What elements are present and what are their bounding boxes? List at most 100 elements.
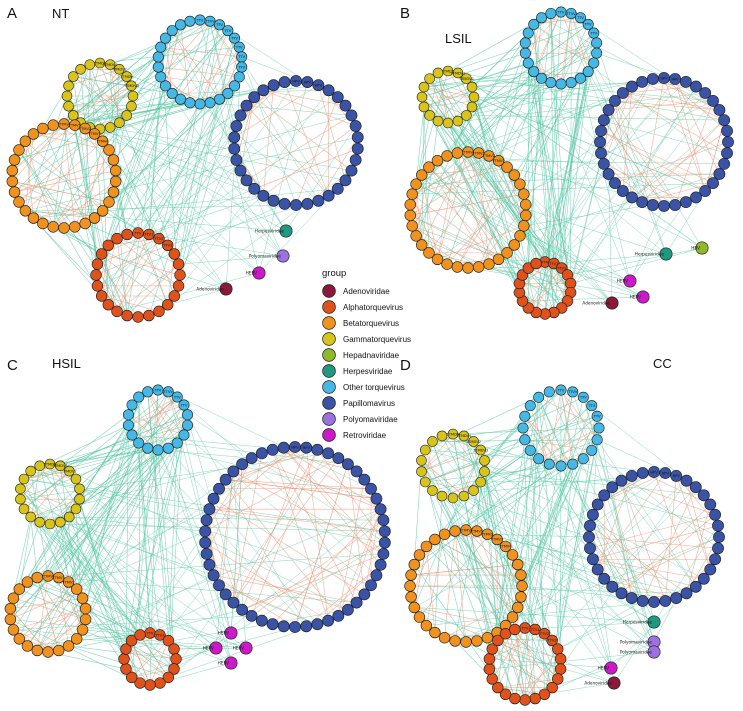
node-alphatorquevirus xyxy=(154,629,166,641)
node-papillomavirus xyxy=(626,80,638,93)
node-other-torquevirus xyxy=(582,66,594,78)
node-label: TTV1 xyxy=(548,262,558,266)
intra-edge xyxy=(168,391,185,436)
node-gammatorquevirus xyxy=(416,91,428,103)
inter-edge xyxy=(187,414,385,543)
node-papillomavirus xyxy=(713,168,726,180)
inter-edge xyxy=(68,645,169,678)
node-betatorquevirus xyxy=(31,644,43,657)
inter-edge xyxy=(137,115,241,234)
inter-edge xyxy=(148,195,264,235)
intra-edge xyxy=(675,475,711,570)
intra-edge xyxy=(37,619,86,651)
intra-edge xyxy=(465,529,523,587)
node-label: HERV xyxy=(630,294,641,299)
node-label: TTMDV1 xyxy=(455,434,471,438)
inter-edge xyxy=(521,585,553,688)
inter-edge xyxy=(423,71,534,108)
intra-edge xyxy=(428,166,515,246)
inter-edge xyxy=(484,460,499,641)
inter-edge xyxy=(410,416,598,576)
node-betatorquevirus xyxy=(62,640,75,652)
node-other-torquevirus xyxy=(222,87,234,99)
node-gammatorquevirus xyxy=(479,466,490,477)
node-other-torquevirus xyxy=(519,410,531,422)
node-betatorquevirus xyxy=(406,188,418,200)
inter-edge xyxy=(18,115,352,203)
inter-edge xyxy=(76,531,206,590)
intra-edge xyxy=(432,435,464,442)
node-label: TTV2 xyxy=(539,632,549,636)
inter-edge xyxy=(168,447,377,499)
inter-edge xyxy=(432,439,598,442)
intra-edge xyxy=(99,62,132,87)
node-gammatorquevirus xyxy=(479,455,490,466)
node-betatorquevirus xyxy=(420,540,433,553)
inter-edge xyxy=(158,76,240,239)
intra-edge xyxy=(37,577,77,640)
node-betatorquevirus xyxy=(107,154,120,166)
inter-edge xyxy=(541,17,720,111)
inter-edge xyxy=(80,69,168,305)
node-label: HPV xyxy=(671,77,679,81)
node-alphatorquevirus xyxy=(546,681,558,694)
intra-edge xyxy=(73,85,132,116)
node-alphatorquevirus xyxy=(95,290,108,302)
inter-edge xyxy=(466,78,714,102)
node-label: Herpesviridae xyxy=(623,619,653,624)
inter-edge xyxy=(596,42,667,255)
node-papillomavirus xyxy=(227,596,240,609)
inter-edge xyxy=(538,458,655,473)
inter-edge xyxy=(629,205,665,282)
legend-title: group xyxy=(322,268,346,279)
inter-edge xyxy=(75,414,188,480)
intra-edge xyxy=(68,105,111,128)
inter-edge xyxy=(505,546,526,701)
inter-edge xyxy=(215,471,234,649)
node-label: TTMV1 xyxy=(52,576,65,580)
node-other-torquevirus xyxy=(591,434,603,446)
node-gammatorquevirus xyxy=(44,458,56,470)
node-alphatorquevirus xyxy=(144,679,156,691)
inter-edge xyxy=(505,559,594,626)
node-papillomavirus xyxy=(370,492,383,505)
intra-edge xyxy=(131,668,175,678)
inter-edge xyxy=(560,465,643,602)
node-papillomavirus xyxy=(378,536,391,549)
node-papillomavirus xyxy=(358,473,371,486)
node-label: TTVV xyxy=(204,20,215,24)
node-label: TTMV4 xyxy=(96,140,110,144)
inter-edge xyxy=(544,71,589,263)
node-retroviridae xyxy=(252,266,266,280)
node-alphatorquevirus xyxy=(111,232,123,245)
inter-edge xyxy=(466,115,725,121)
node-betatorquevirus xyxy=(501,247,513,259)
inter-edge xyxy=(47,391,169,577)
inter-edge xyxy=(80,122,352,171)
node-label: TTV xyxy=(223,29,231,33)
node-betatorquevirus xyxy=(449,635,461,647)
node-alphatorquevirus xyxy=(172,258,185,270)
inter-edge xyxy=(209,21,319,201)
node-betatorquevirus xyxy=(429,533,441,546)
intra-edge xyxy=(457,174,515,268)
inter-edge xyxy=(512,427,600,556)
nodes-layer: TTV TTVVTTVTTVTTVTTVTTVTTVTTMDVTTMDV1TTMD… xyxy=(4,6,734,706)
node-betatorquevirus xyxy=(518,188,530,200)
node-gammatorquevirus xyxy=(475,476,487,488)
inter-edge xyxy=(168,448,232,664)
inter-edge xyxy=(567,100,616,302)
node-label: TTV xyxy=(584,23,592,27)
intra-edge xyxy=(652,78,720,111)
node-gammatorquevirus xyxy=(461,110,472,121)
node-papillomavirus xyxy=(213,482,225,495)
inter-edge xyxy=(593,62,703,249)
node-label: Herpesviridae xyxy=(255,228,285,233)
node-betatorquevirus xyxy=(8,186,21,198)
node-papillomavirus xyxy=(301,198,314,210)
intra-edge xyxy=(233,471,384,555)
node-betatorquevirus xyxy=(58,222,70,234)
intra-edge xyxy=(101,295,160,312)
node-gammatorquevirus xyxy=(74,483,85,495)
node-label: TTMV xyxy=(462,150,473,154)
